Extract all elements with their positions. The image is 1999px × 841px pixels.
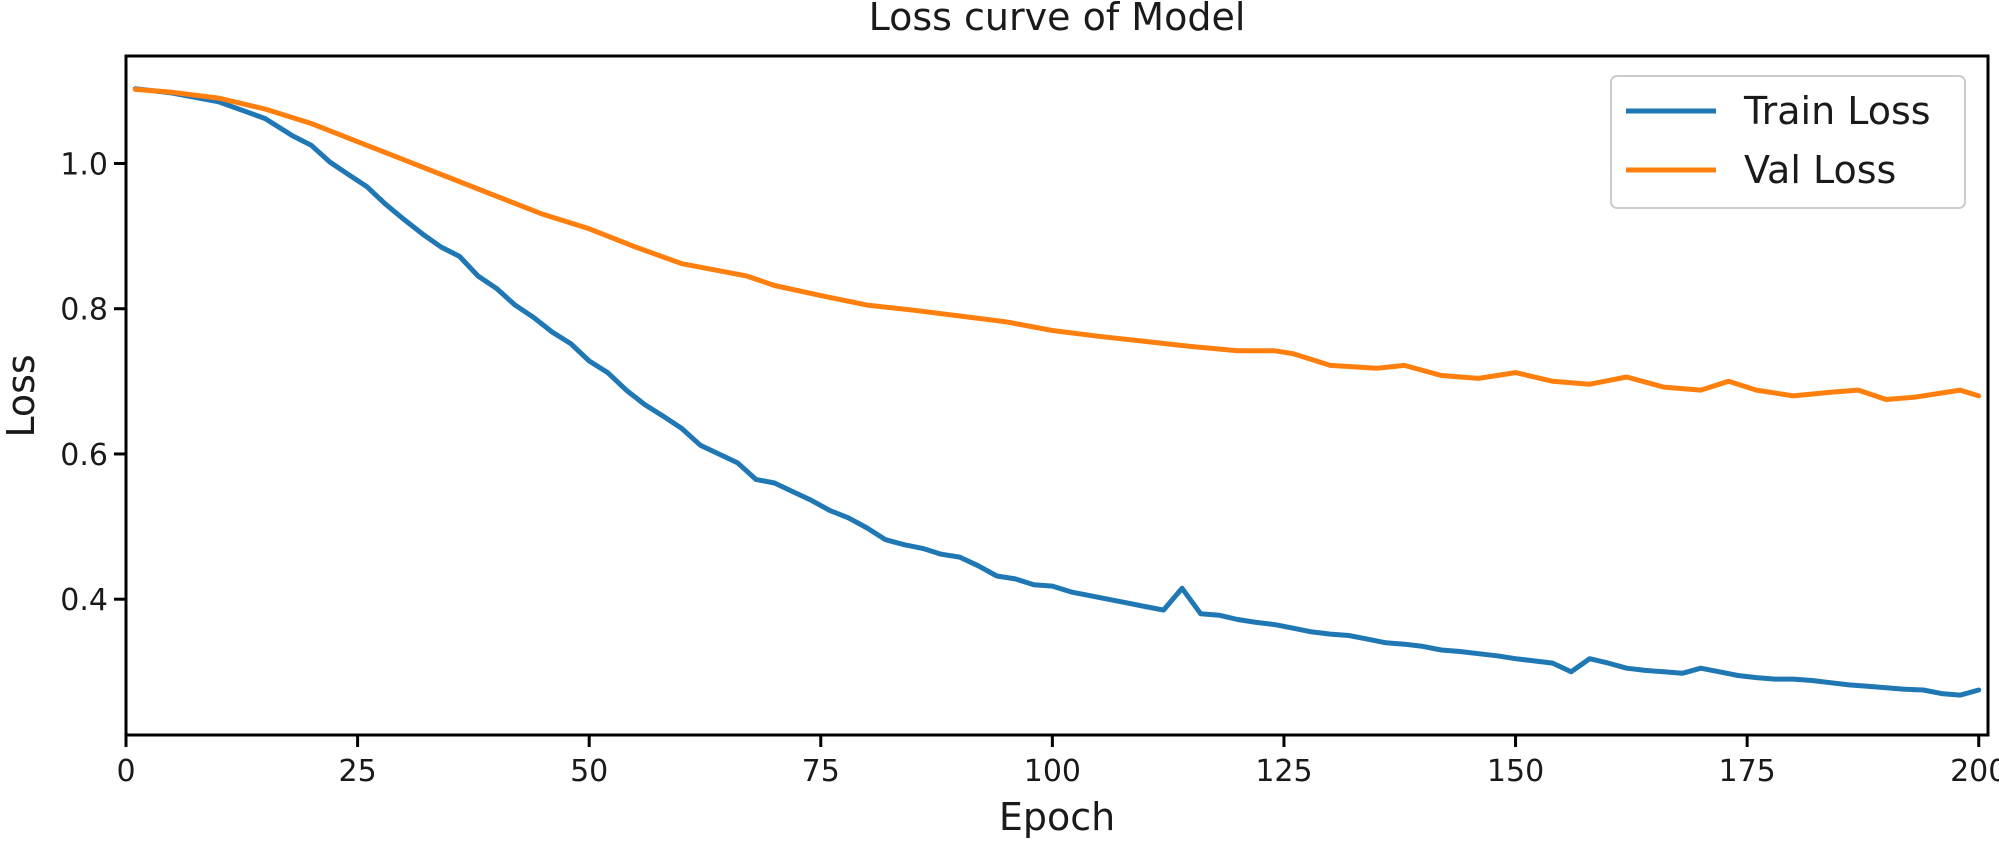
y-tick-label: 0.6 [60,438,108,473]
plot-area [132,86,1982,698]
x-tick-label: 125 [1255,754,1312,789]
x-tick-label: 175 [1719,754,1776,789]
legend: Train Loss Val Loss [1610,75,1966,209]
x-tick-label: 25 [338,754,376,789]
legend-label-train-loss: Train Loss [1743,89,1931,133]
series-line-train-loss [132,86,1982,698]
y-axis-label: Loss [0,354,43,437]
y-axis-ticks: 0.4 0.6 0.8 1.0 [60,147,126,618]
x-tick-label: 50 [570,754,608,789]
x-axis-label: Epoch [999,795,1115,839]
x-tick-label: 200 [1950,754,1999,789]
x-tick-label: 150 [1487,754,1544,789]
chart-title: Loss curve of Model [869,0,1246,39]
y-tick-label: 0.4 [60,583,108,618]
x-tick-label: 100 [1024,754,1081,789]
plot-frame [124,54,1990,737]
y-tick-label: 1.0 [60,147,108,182]
x-axis-ticks: 0 25 50 75 100 125 150 175 200 [116,735,1999,789]
y-tick-label: 0.8 [60,293,108,328]
legend-label-val-loss: Val Loss [1744,148,1896,192]
series-line-val-loss [132,86,1982,402]
x-tick-label: 75 [802,754,840,789]
x-tick-label: 0 [116,754,135,789]
